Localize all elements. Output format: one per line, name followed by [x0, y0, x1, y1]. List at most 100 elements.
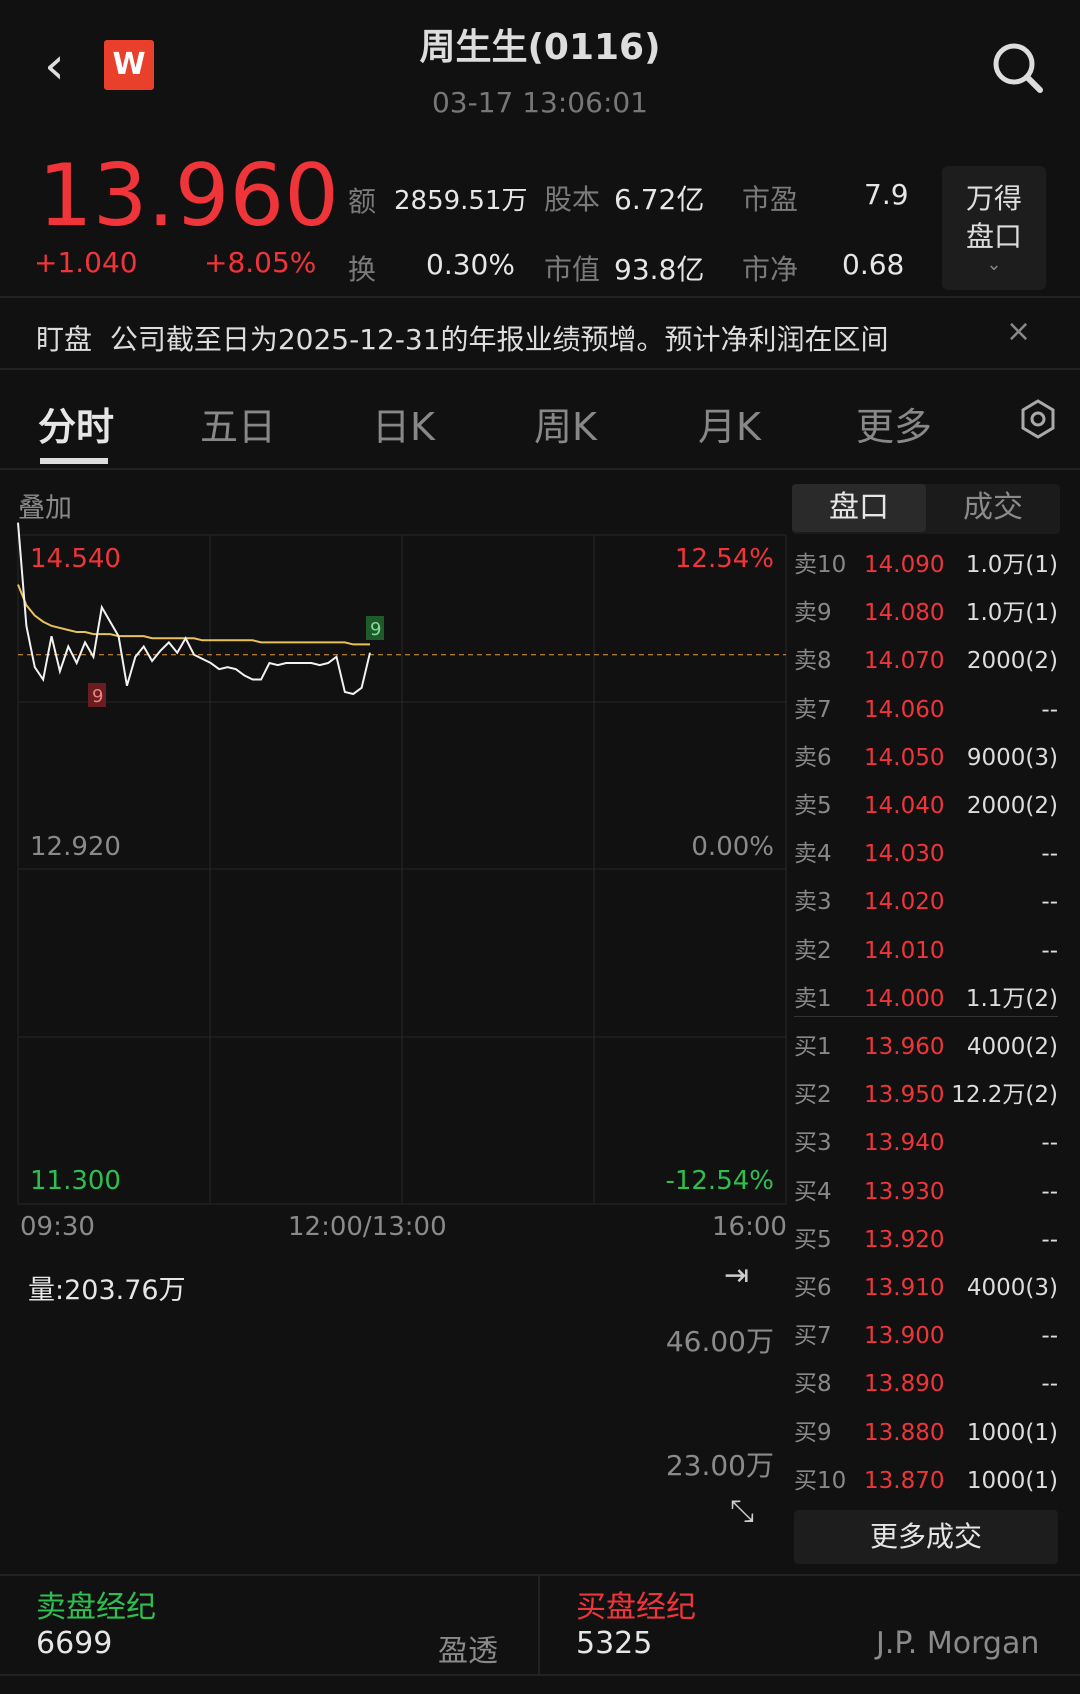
level-qty: 4000(3)	[966, 1275, 1058, 1301]
intraday-price-chart[interactable]: 99	[0, 0, 790, 1240]
ask-row[interactable]: 卖2 14.010 --	[794, 927, 1058, 975]
level-qty: 1000(1)	[966, 1467, 1058, 1494]
volume-title: 量:203.76万	[28, 1275, 186, 1306]
close-icon[interactable]: ×	[1006, 314, 1032, 349]
ask-row[interactable]: 卖4 14.030 --	[794, 830, 1058, 878]
back-button[interactable]: ‹	[44, 38, 65, 94]
level-label: 卖3	[794, 889, 832, 916]
level-price: 14.020	[864, 889, 945, 916]
bid-row[interactable]: 买9 13.880 1000(1)	[794, 1409, 1058, 1457]
last-price: 13.960	[38, 146, 339, 246]
level-label: 卖7	[794, 696, 832, 723]
level-qty: 1.0万(1)	[965, 600, 1058, 627]
level-label: 卖4	[794, 841, 832, 868]
level-label: 买7	[794, 1323, 832, 1350]
average-price-line	[17, 584, 370, 646]
y-tick-left: 11.300	[30, 1166, 121, 1196]
level-label: 买5	[794, 1226, 832, 1253]
level-label: 卖1	[794, 985, 832, 1012]
ask-row[interactable]: 卖6 14.050 9000(3)	[794, 734, 1058, 782]
level-price: 14.070	[864, 648, 945, 675]
notice-tag: 盯盘	[36, 323, 93, 356]
level-qty: 4000(2)	[966, 1034, 1058, 1060]
level-qty: 1.0万(1)	[965, 552, 1058, 578]
ask-row[interactable]: 卖5 14.040 2000(2)	[794, 782, 1058, 830]
level-qty: --	[1041, 841, 1058, 868]
level-qty: 1000(1)	[966, 1419, 1058, 1446]
ask-row[interactable]: 卖9 14.080 1.0万(1)	[794, 589, 1058, 637]
level-price: 14.050	[864, 744, 945, 771]
level-label: 买2	[794, 1082, 832, 1109]
chevron-left-icon: ‹	[44, 36, 65, 96]
stat-value: 2859.51万	[394, 186, 528, 216]
stat-label: 市值	[544, 253, 601, 286]
level-label: 买9	[794, 1419, 832, 1446]
bid-row[interactable]: 买2 13.950 12.2万(2)	[794, 1071, 1058, 1119]
level-price: 14.000	[864, 985, 945, 1012]
level-label: 卖10	[794, 552, 847, 578]
overlay-button[interactable]: 叠加	[18, 493, 72, 524]
level-label: 买1	[794, 1034, 832, 1060]
bid-row[interactable]: 买5 13.920 --	[794, 1216, 1058, 1264]
level-price: 13.930	[864, 1178, 945, 1205]
x-tick: 09:30	[20, 1212, 95, 1242]
marker-badge	[366, 616, 384, 640]
bid-row[interactable]: 买10 13.870 1000(1)	[794, 1457, 1058, 1505]
ask-row[interactable]: 卖8 14.070 2000(2)	[794, 637, 1058, 685]
tab-weekly-k[interactable]: 周K	[534, 405, 597, 449]
tab-five-day[interactable]: 五日	[200, 405, 277, 449]
bid-row[interactable]: 买8 13.890 --	[794, 1360, 1058, 1408]
tab-more[interactable]: 更多	[856, 405, 933, 449]
level-price: 13.950	[864, 1082, 945, 1109]
stat-label: 换	[348, 253, 377, 286]
ask-row[interactable]: 卖7 14.060 --	[794, 686, 1058, 734]
ask-row[interactable]: 卖10 14.090 1.0万(1)	[794, 541, 1058, 589]
arrow-right-to-line-icon[interactable]: ⇥	[724, 1258, 750, 1293]
divider	[538, 1576, 540, 1674]
level-qty: --	[1041, 696, 1058, 723]
level-qty: --	[1041, 1323, 1058, 1350]
tab-orderbook[interactable]: 盘口	[792, 484, 926, 532]
level-label: 买4	[794, 1178, 832, 1205]
bid-row[interactable]: 买4 13.930 --	[794, 1168, 1058, 1216]
ask-row[interactable]: 卖1 14.000 1.1万(2)	[794, 975, 1058, 1023]
stat-value: 0.68	[842, 248, 905, 281]
search-icon[interactable]	[990, 40, 1044, 94]
level-price: 13.920	[864, 1226, 945, 1253]
level-label: 卖9	[794, 600, 832, 627]
page-title: 周生生(0116)	[419, 27, 661, 68]
level-price: 14.010	[864, 937, 945, 964]
stat-value: 7.9	[864, 178, 909, 211]
sell-broker-name[interactable]: 盈透	[438, 1634, 498, 1669]
tab-daily-k[interactable]: 日K	[372, 405, 435, 449]
price-line	[17, 522, 371, 696]
notice-bar[interactable]: 盯盘 公司截至日为2025-12-31的年报业绩预增。预计净利润在区间	[36, 318, 889, 358]
ask-row[interactable]: 卖3 14.020 --	[794, 878, 1058, 926]
price-change: +1.040	[34, 246, 138, 279]
y-tick-right: -12.54%	[665, 1166, 774, 1196]
level-qty: --	[1041, 1178, 1058, 1205]
sell-broker-id[interactable]: 6699	[36, 1626, 113, 1661]
level-label: 买8	[794, 1371, 832, 1398]
expand-icon[interactable]: ⤡	[730, 1494, 754, 1529]
settings-icon[interactable]	[1020, 398, 1056, 440]
bid-row[interactable]: 买1 13.960 4000(2)	[794, 1023, 1058, 1071]
bid-row[interactable]: 买7 13.900 --	[794, 1312, 1058, 1360]
tab-trades[interactable]: 成交	[963, 490, 1023, 525]
divider	[0, 296, 1080, 298]
level-label: 卖5	[794, 793, 832, 819]
y-tick-left: 12.920	[30, 832, 121, 862]
bid-row[interactable]: 买6 13.910 4000(3)	[794, 1264, 1058, 1312]
level-price: 13.890	[864, 1371, 945, 1398]
more-trades-button[interactable]: 更多成交	[794, 1510, 1058, 1564]
wind-orderbook-button[interactable]: 万得 盘口 ⌄	[942, 166, 1046, 290]
stat-value: 93.8亿	[614, 253, 705, 286]
divider	[0, 1574, 1080, 1576]
buy-broker-id[interactable]: 5325	[576, 1626, 653, 1661]
buy-broker-name[interactable]: J.P. Morgan	[876, 1626, 1040, 1661]
bid-row[interactable]: 买3 13.940 --	[794, 1119, 1058, 1167]
tab-monthly-k[interactable]: 月K	[698, 405, 761, 449]
y-tick-right: 0.00%	[691, 832, 774, 862]
level-qty: --	[1041, 1130, 1058, 1157]
tab-intraday[interactable]: 分时	[38, 405, 115, 449]
